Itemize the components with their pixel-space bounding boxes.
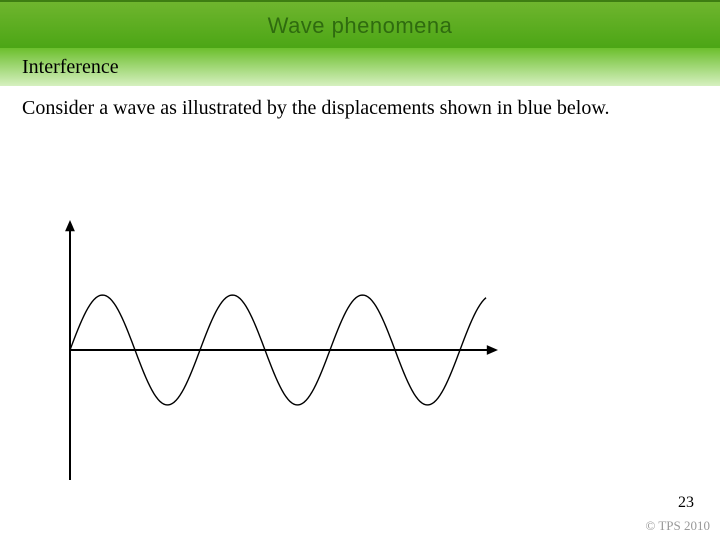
slide-subtitle: Interference: [22, 56, 119, 79]
slide-title: Wave phenomena: [268, 13, 453, 39]
subtitle-bar: Interference: [0, 48, 720, 86]
slide: Wave phenomena Interference Consider a w…: [0, 0, 720, 540]
wave-svg: [50, 220, 520, 480]
title-bar: Wave phenomena: [0, 0, 720, 51]
copyright: © TPS 2010: [645, 518, 710, 534]
wave-chart: [50, 220, 520, 485]
body-text: Consider a wave as illustrated by the di…: [22, 96, 698, 121]
slide-number: 23: [678, 494, 694, 512]
